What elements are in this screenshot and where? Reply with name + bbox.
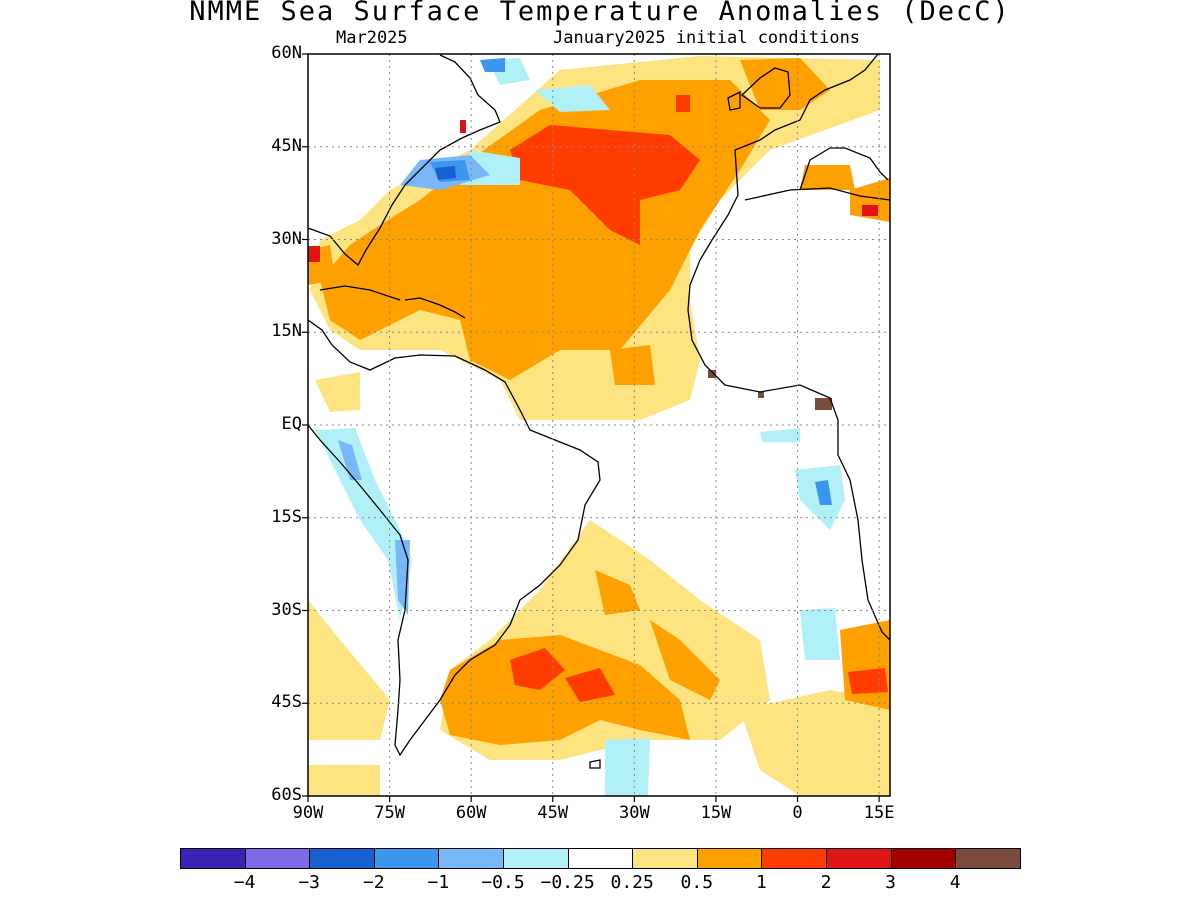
anomaly-band-2-3 [862, 205, 878, 216]
colorbar-label: −4 [233, 872, 256, 893]
anomaly-band-neg-0.25-0.5 [315, 428, 412, 620]
anomaly-band-above-4 [708, 370, 716, 378]
colorbar-label: −0.5 [481, 872, 525, 893]
anomaly-band-neg-0.5-1 [338, 440, 362, 480]
colorbar-swatch [244, 848, 311, 869]
anomaly-band-neg-0.25-0.5 [605, 738, 650, 796]
anomaly-band-0.5-1 [840, 620, 890, 710]
anomaly-band-neg-0.25-0.5 [800, 608, 840, 660]
lon-label: 30W [618, 803, 650, 823]
anomaly-band-neg-0.25-0.5 [760, 428, 800, 442]
anomaly-band-1-2 [565, 668, 615, 702]
lat-label: 15S [271, 506, 302, 527]
colorbar-label: −1 [427, 872, 450, 893]
anomaly-band-2-3 [308, 246, 320, 262]
map-title: NMME Sea Surface Temperature Anomalies (… [189, 0, 1011, 27]
lon-label: 15E [863, 803, 895, 823]
anomaly-band-0.5-1 [850, 178, 890, 222]
colorbar-swatch [438, 848, 504, 869]
anomaly-band-1-2 [510, 648, 565, 690]
lat-label: EQ [281, 414, 302, 434]
anomaly-band-0.5-1 [650, 620, 720, 700]
anomaly-field [308, 56, 890, 796]
lat-label: 60N [271, 43, 302, 63]
colorbar-swatch [761, 848, 827, 869]
colorbar-swatch [373, 848, 440, 869]
anomaly-band-1-2 [848, 668, 888, 694]
anomaly-band-neg-1-2 [480, 58, 505, 72]
lat-label: 30N [271, 228, 302, 249]
anomaly-band-neg-1-2 [815, 480, 832, 505]
anomaly-band-0.25-0.5 [315, 372, 360, 412]
colorbar-label: 4 [949, 872, 961, 893]
colorbar-swatch [309, 848, 375, 869]
anomaly-band-0.5-1 [595, 570, 640, 615]
anomaly-band-1-2 [510, 125, 700, 245]
colorbar-label: −3 [298, 872, 321, 893]
colorbar-swatch [696, 848, 763, 869]
axis-ticks [302, 53, 880, 802]
lon-label: 90W [292, 803, 324, 823]
colorbar-label: 0.25 [610, 872, 654, 893]
colorbar-label: 2 [820, 872, 832, 893]
anomaly-band-0.5-1 [610, 345, 655, 385]
anomaly-band-0.25-0.5 [308, 600, 390, 740]
lon-label: 45W [537, 803, 569, 823]
anomaly-band-2-3 [460, 120, 466, 133]
lat-label: 60S [271, 785, 302, 805]
colorbar-swatch [632, 848, 698, 869]
anomaly-band-0.25-0.5 [308, 765, 380, 796]
anomaly-band-above-4 [815, 398, 832, 410]
anomaly-band-neg-2-3 [435, 166, 456, 180]
anomaly-band-0.5-1 [440, 635, 690, 745]
colorbar-swatch [826, 848, 892, 869]
colorbar-label: 3 [885, 872, 897, 893]
anomaly-band-1-2 [676, 95, 690, 112]
anomaly-band-neg-0.25-0.5 [535, 85, 610, 112]
colorbar-swatch [567, 848, 634, 869]
colorbar-swatch [955, 848, 1021, 869]
grid-lines [308, 54, 890, 796]
lon-label: 75W [374, 803, 405, 823]
lon-label: 60W [455, 803, 487, 823]
lat-label: 45N [271, 135, 302, 156]
colorbar-label: 0.5 [680, 872, 714, 893]
colorbar-label: 1 [755, 872, 767, 893]
lat-label: 30S [271, 599, 302, 620]
lat-label: 45S [271, 692, 302, 713]
anomaly-band-0.25-0.5 [740, 690, 890, 796]
colorbar-label: −2 [362, 872, 385, 893]
colorbar-swatch [503, 848, 569, 869]
colorbar-swatch [890, 848, 957, 869]
colorbar-label: −0.25 [540, 872, 595, 893]
anomaly-band-0.5-1 [800, 165, 855, 190]
lon-label: 0 [792, 803, 803, 823]
lon-label: 15W [700, 803, 732, 823]
anomaly-band-above-4 [758, 392, 764, 398]
colorbar-swatch [180, 848, 246, 869]
lat-label: 15N [271, 321, 302, 342]
initial-conditions-label: January2025 initial conditions [553, 28, 861, 48]
target-month-label: Mar2025 [336, 28, 408, 48]
anomaly-band-0.5-1 [740, 58, 830, 110]
coastlines [308, 54, 890, 769]
